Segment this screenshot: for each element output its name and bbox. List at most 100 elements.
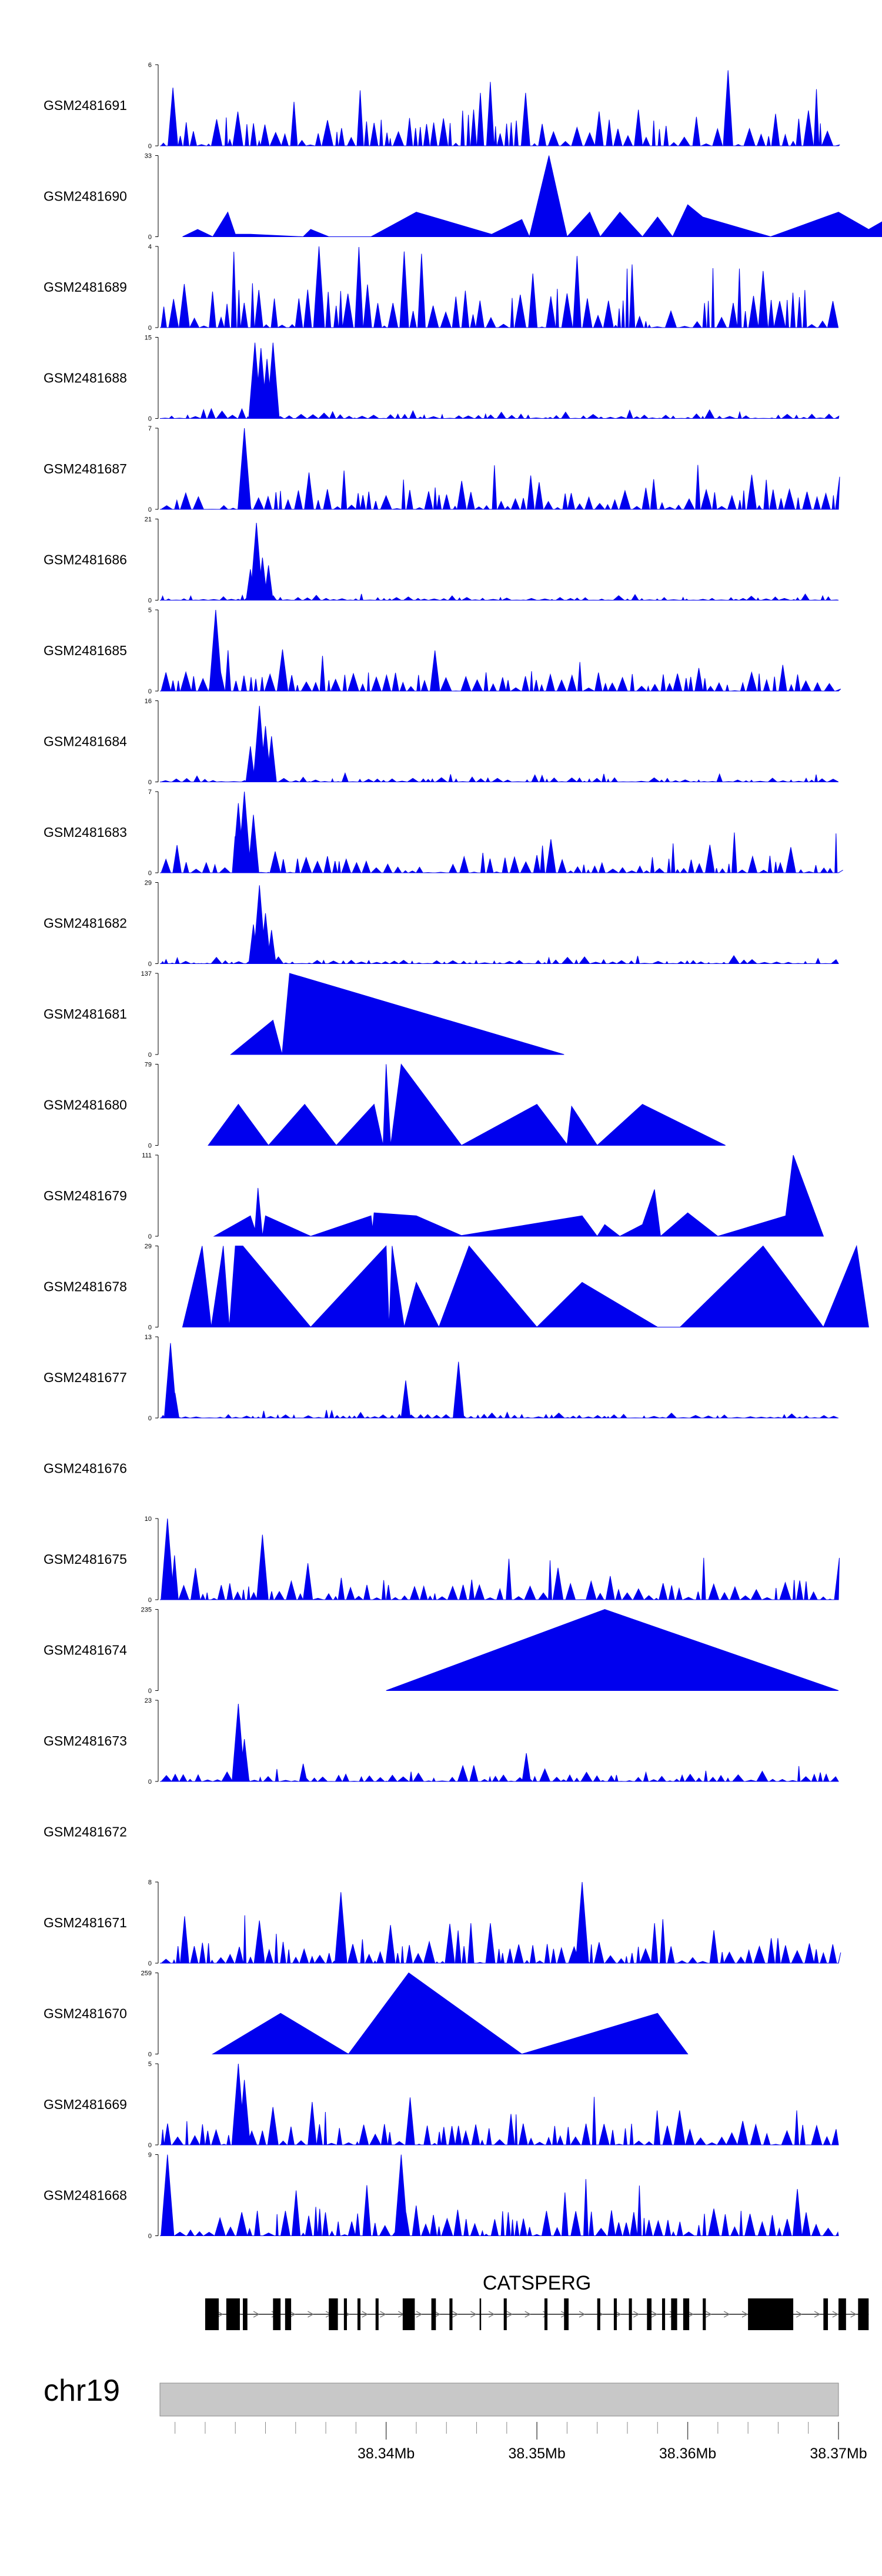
coverage-track: GSM2481684 16 0 (44, 698, 839, 786)
coverage-track: GSM2481681 137 0 (44, 970, 564, 1059)
axis-tick-label: 38.35Mb (508, 2445, 565, 2462)
coverage-peak (238, 791, 252, 873)
y-axis-zero-label: 0 (148, 2051, 152, 2058)
axis-tick-label: 38.37Mb (810, 2445, 867, 2462)
strand-arrow-icon (308, 2311, 314, 2318)
coverage-track: GSM2481672 (44, 1824, 127, 1840)
strand-arrow-icon (651, 2311, 658, 2318)
y-axis-max-label: 79 (145, 1062, 152, 1069)
y-axis-max-label: 8 (148, 1879, 152, 1886)
coverage-area (208, 1063, 726, 1146)
gene-exon (431, 2298, 436, 2330)
gene-exon (357, 2298, 361, 2330)
y-axis-max-label: 16 (145, 698, 152, 705)
y-axis-zero-label: 0 (148, 506, 152, 513)
gene-exon (823, 2298, 828, 2330)
gene-exon (503, 2298, 507, 2330)
gene-exon (402, 2298, 415, 2330)
gene-exon (479, 2298, 482, 2330)
y-axis-zero-label: 0 (148, 688, 152, 695)
gene-exon (838, 2298, 846, 2330)
strand-arrow-icon (633, 2311, 640, 2318)
coverage-track: GSM2481685 5 0 (44, 607, 841, 695)
y-axis-zero-label: 0 (148, 234, 152, 241)
gene-exon (243, 2298, 248, 2330)
coverage-area (160, 1409, 838, 1419)
gene-exon (629, 2298, 632, 2330)
strand-arrow-icon (579, 2311, 586, 2318)
gene-exon (544, 2298, 548, 2330)
coverage-area (160, 2179, 839, 2236)
coverage-peak (171, 1393, 180, 1419)
coverage-peak (257, 558, 268, 600)
coverage-area (160, 772, 839, 783)
y-axis-max-label: 9 (148, 2152, 152, 2159)
y-axis-zero-label: 0 (148, 870, 152, 877)
y-axis-zero-label: 0 (148, 2233, 152, 2240)
gene-exon (273, 2298, 281, 2330)
track-label: GSM2481691 (44, 98, 127, 113)
coverage-peak (334, 1892, 348, 1964)
gene-exon (683, 2298, 690, 2330)
y-axis-max-label: 13 (145, 1334, 152, 1341)
coverage-track: GSM2481686 21 0 (44, 516, 839, 605)
y-axis-zero-label: 0 (148, 143, 152, 150)
coverage-area (182, 1244, 869, 1328)
coverage-area (160, 1764, 839, 1782)
y-axis-max-label: 29 (145, 1243, 152, 1250)
gene-exon (226, 2298, 240, 2330)
track-label: GSM2481677 (44, 1370, 127, 1385)
gene-exon (449, 2298, 453, 2330)
y-axis-zero-label: 0 (148, 1597, 152, 1604)
gene-exon (748, 2298, 794, 2330)
coverage-peak (266, 736, 277, 782)
track-label: GSM2481679 (44, 1188, 127, 1203)
gene-exon (343, 2298, 347, 2330)
strand-arrow-icon (524, 2311, 532, 2318)
y-axis-zero-label: 0 (148, 1778, 152, 1786)
y-axis-max-label: 111 (142, 1152, 152, 1159)
coverage-area (230, 973, 564, 1055)
y-axis-max-label: 10 (145, 1516, 152, 1523)
y-axis-zero-label: 0 (148, 1143, 152, 1150)
track-label: GSM2481678 (44, 1279, 127, 1294)
coverage-track: GSM2481687 7 0 (44, 425, 840, 513)
gene-exon (647, 2298, 652, 2330)
track-label: GSM2481688 (44, 371, 127, 386)
coverage-area (160, 2097, 839, 2146)
gene-exon (205, 2298, 219, 2330)
coverage-area (160, 832, 843, 873)
track-label: GSM2481668 (44, 2188, 127, 2203)
coverage-peak (256, 1534, 269, 1600)
track-label: GSM2481671 (44, 1915, 127, 1930)
axis-tick-label: 38.34Mb (358, 2445, 415, 2462)
coverage-area (213, 1154, 824, 1237)
y-axis-max-label: 137 (141, 970, 152, 977)
gene-exon (671, 2298, 677, 2330)
y-axis-zero-label: 0 (148, 1052, 152, 1059)
gene-exon (703, 2298, 706, 2330)
strand-arrow-icon (470, 2311, 477, 2318)
y-axis-zero-label: 0 (148, 1324, 152, 1332)
track-label: GSM2481689 (44, 279, 127, 295)
coverage-track: GSM2481688 15 0 (44, 335, 840, 423)
gene-exon (662, 2298, 666, 2330)
coverage-area (386, 1609, 839, 1691)
coverage-peak (238, 428, 252, 510)
strand-arrow-icon (253, 2311, 260, 2318)
y-axis-max-label: 33 (145, 153, 152, 160)
y-axis-zero-label: 0 (148, 325, 152, 332)
track-label: GSM2481685 (44, 643, 127, 658)
coverage-track: GSM2481675 10 0 (44, 1516, 840, 1604)
coverage-track: GSM2481670 259 0 (44, 1970, 689, 2058)
coverage-peak (299, 1763, 308, 1782)
coverage-area (160, 649, 841, 692)
coverage-track: GSM2481689 4 0 (44, 243, 838, 332)
strand-arrow-icon (687, 2311, 694, 2318)
y-axis-max-label: 15 (145, 335, 152, 342)
coverage-track: GSM2481668 9 0 (44, 2152, 839, 2240)
y-axis-max-label: 23 (145, 1697, 152, 1704)
coverage-area (211, 1972, 689, 2055)
y-axis-max-label: 235 (141, 1607, 152, 1614)
